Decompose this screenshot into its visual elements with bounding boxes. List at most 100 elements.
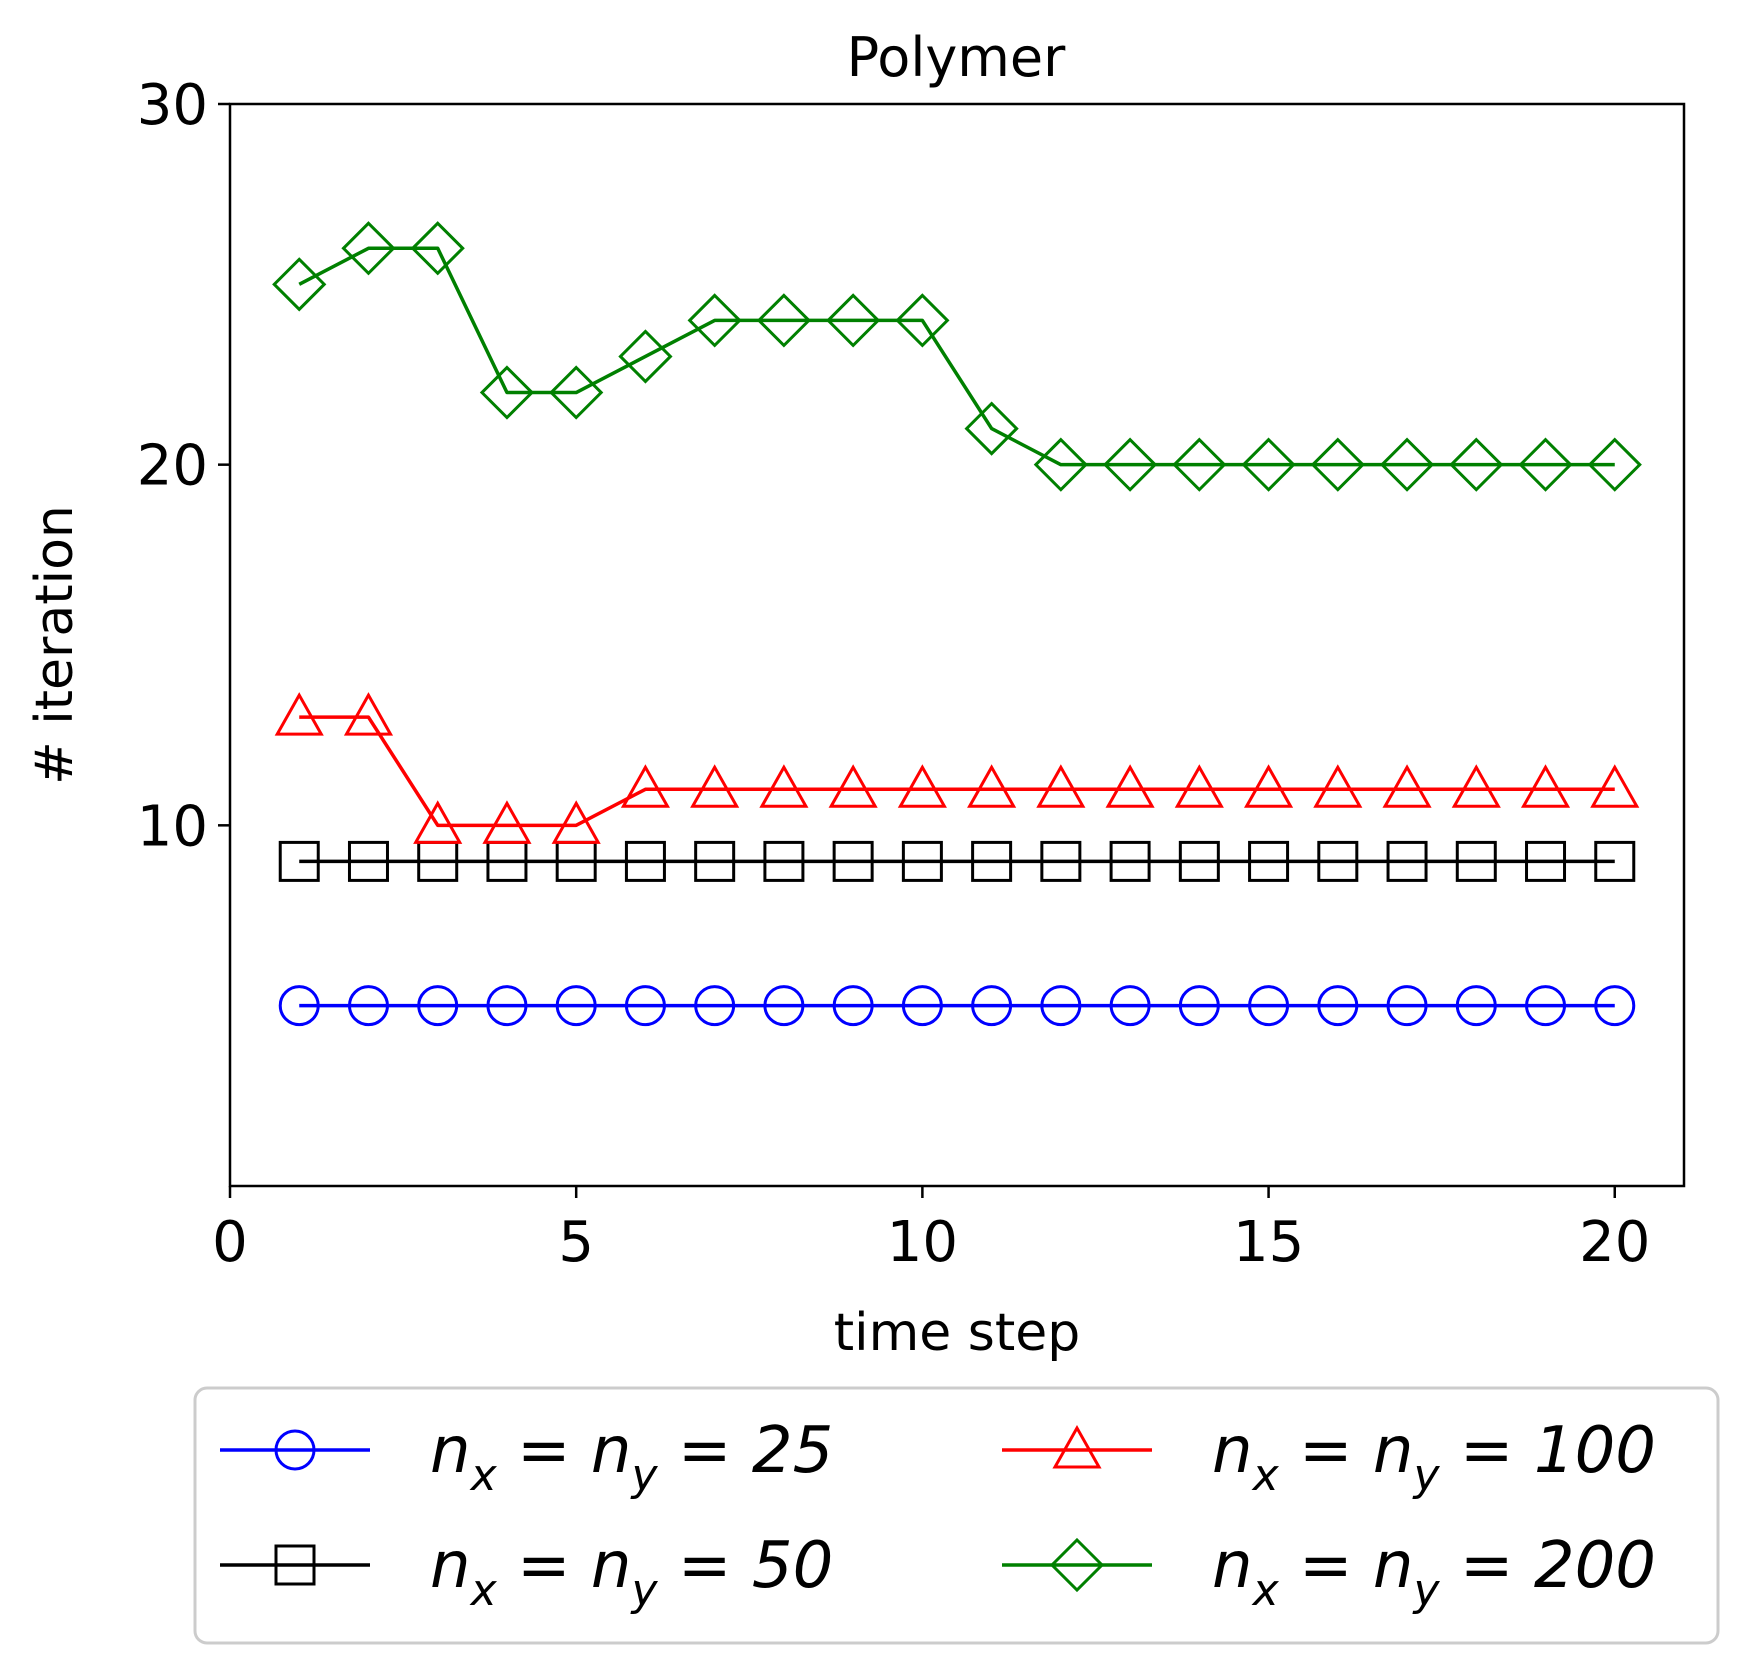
legend-label-part: y bbox=[629, 1450, 658, 1501]
data-point bbox=[278, 985, 320, 1027]
legend-marker bbox=[1049, 1537, 1105, 1593]
legend-label-part: = 100 bbox=[1440, 1414, 1656, 1488]
legend-marker bbox=[274, 1544, 316, 1586]
data-point bbox=[624, 840, 666, 882]
y-axis: 10 20 30 bbox=[137, 73, 230, 859]
data-point bbox=[1587, 437, 1642, 492]
data-point bbox=[690, 764, 740, 808]
data-point bbox=[1451, 764, 1501, 808]
legend-label-part: = 200 bbox=[1440, 1529, 1656, 1603]
x-tick-label: 5 bbox=[558, 1210, 594, 1275]
data-point bbox=[1109, 840, 1151, 882]
legend-label-part: x bbox=[1251, 1450, 1280, 1501]
series-3 bbox=[272, 221, 1642, 492]
data-point bbox=[1520, 764, 1571, 808]
data-point bbox=[1594, 985, 1636, 1027]
data-point bbox=[971, 840, 1013, 882]
legend-label: nx = ny = 25 bbox=[430, 1414, 833, 1501]
data-point bbox=[551, 800, 601, 844]
data-point bbox=[826, 293, 881, 348]
data-point bbox=[1449, 437, 1504, 492]
legend-entry: nx = ny = 100 bbox=[1002, 1414, 1656, 1501]
legend-label-part: n bbox=[1373, 1414, 1414, 1488]
data-point bbox=[482, 800, 532, 844]
data-point bbox=[964, 401, 1019, 456]
legend-marker bbox=[1052, 1424, 1102, 1469]
data-point bbox=[272, 257, 327, 312]
legend-label-part: n bbox=[430, 1529, 471, 1603]
legend-label: nx = ny = 100 bbox=[1212, 1414, 1656, 1501]
data-point bbox=[1248, 985, 1290, 1027]
x-tick-label: 15 bbox=[1233, 1210, 1304, 1275]
data-point bbox=[343, 692, 394, 736]
data-point bbox=[687, 293, 742, 348]
data-point bbox=[694, 985, 736, 1027]
series-line bbox=[298, 246, 1615, 467]
data-point bbox=[1386, 840, 1428, 882]
legend-label-part: n bbox=[1373, 1529, 1414, 1603]
y-axis-title: # iteration bbox=[25, 505, 85, 785]
data-point bbox=[828, 764, 878, 808]
data-point bbox=[1174, 764, 1224, 808]
data-point bbox=[274, 692, 324, 736]
data-point bbox=[618, 329, 673, 384]
data-point bbox=[895, 293, 950, 348]
data-point bbox=[1525, 985, 1567, 1027]
legend-entry: nx = ny = 25 bbox=[220, 1414, 833, 1501]
data-point bbox=[759, 764, 809, 808]
data-point bbox=[1248, 840, 1290, 882]
data-point bbox=[1455, 840, 1497, 882]
legend-entry: nx = ny = 200 bbox=[1002, 1529, 1656, 1616]
legend-entry: nx = ny = 50 bbox=[220, 1529, 833, 1616]
legend-label-part: = bbox=[1279, 1414, 1373, 1488]
data-point bbox=[278, 840, 320, 882]
data-point bbox=[555, 985, 597, 1027]
data-point bbox=[1040, 840, 1082, 882]
data-point bbox=[832, 985, 874, 1027]
data-point bbox=[756, 293, 812, 348]
series-2 bbox=[274, 692, 1640, 844]
data-point bbox=[1386, 985, 1428, 1027]
data-point bbox=[1525, 840, 1567, 882]
data-point bbox=[1105, 764, 1155, 808]
data-point bbox=[1241, 437, 1296, 492]
data-point bbox=[347, 840, 389, 882]
legend-label-part: n bbox=[591, 1529, 632, 1603]
legend-label-part: x bbox=[1251, 1565, 1280, 1616]
data-point bbox=[549, 365, 604, 420]
legend-label-part: n bbox=[591, 1414, 632, 1488]
legend-label-part: y bbox=[1411, 1565, 1440, 1616]
y-tick-label: 30 bbox=[137, 73, 208, 138]
data-point bbox=[1102, 437, 1158, 492]
y-tick-label: 10 bbox=[137, 794, 208, 859]
data-point bbox=[486, 985, 528, 1027]
data-point bbox=[1036, 764, 1086, 808]
legend-label-part: = bbox=[497, 1414, 591, 1488]
legend-label-part: = bbox=[1279, 1529, 1373, 1603]
data-point bbox=[1317, 985, 1359, 1027]
x-axis-title: time step bbox=[834, 1303, 1081, 1363]
data-point bbox=[1317, 840, 1359, 882]
data-point bbox=[1594, 840, 1636, 882]
legend-label-part: x bbox=[469, 1565, 498, 1616]
x-axis: 0 5 10 15 20 bbox=[212, 1186, 1650, 1275]
plot-area bbox=[272, 221, 1642, 1027]
data-point bbox=[1244, 764, 1294, 808]
data-point bbox=[1109, 985, 1151, 1027]
data-point bbox=[1172, 437, 1227, 492]
data-point bbox=[1518, 437, 1573, 492]
data-point bbox=[1178, 840, 1220, 882]
x-tick-label: 0 bbox=[212, 1210, 248, 1275]
legend-label-part: y bbox=[1411, 1450, 1440, 1501]
data-point bbox=[1382, 764, 1432, 808]
data-point bbox=[1033, 437, 1088, 492]
legend-label: nx = ny = 200 bbox=[1212, 1529, 1656, 1616]
data-point bbox=[347, 985, 389, 1027]
data-point bbox=[901, 985, 943, 1027]
data-point bbox=[763, 985, 805, 1027]
y-tick-label: 20 bbox=[137, 434, 208, 499]
data-point bbox=[1590, 764, 1640, 808]
legend-label: nx = ny = 50 bbox=[430, 1529, 833, 1616]
data-point bbox=[1379, 437, 1435, 492]
